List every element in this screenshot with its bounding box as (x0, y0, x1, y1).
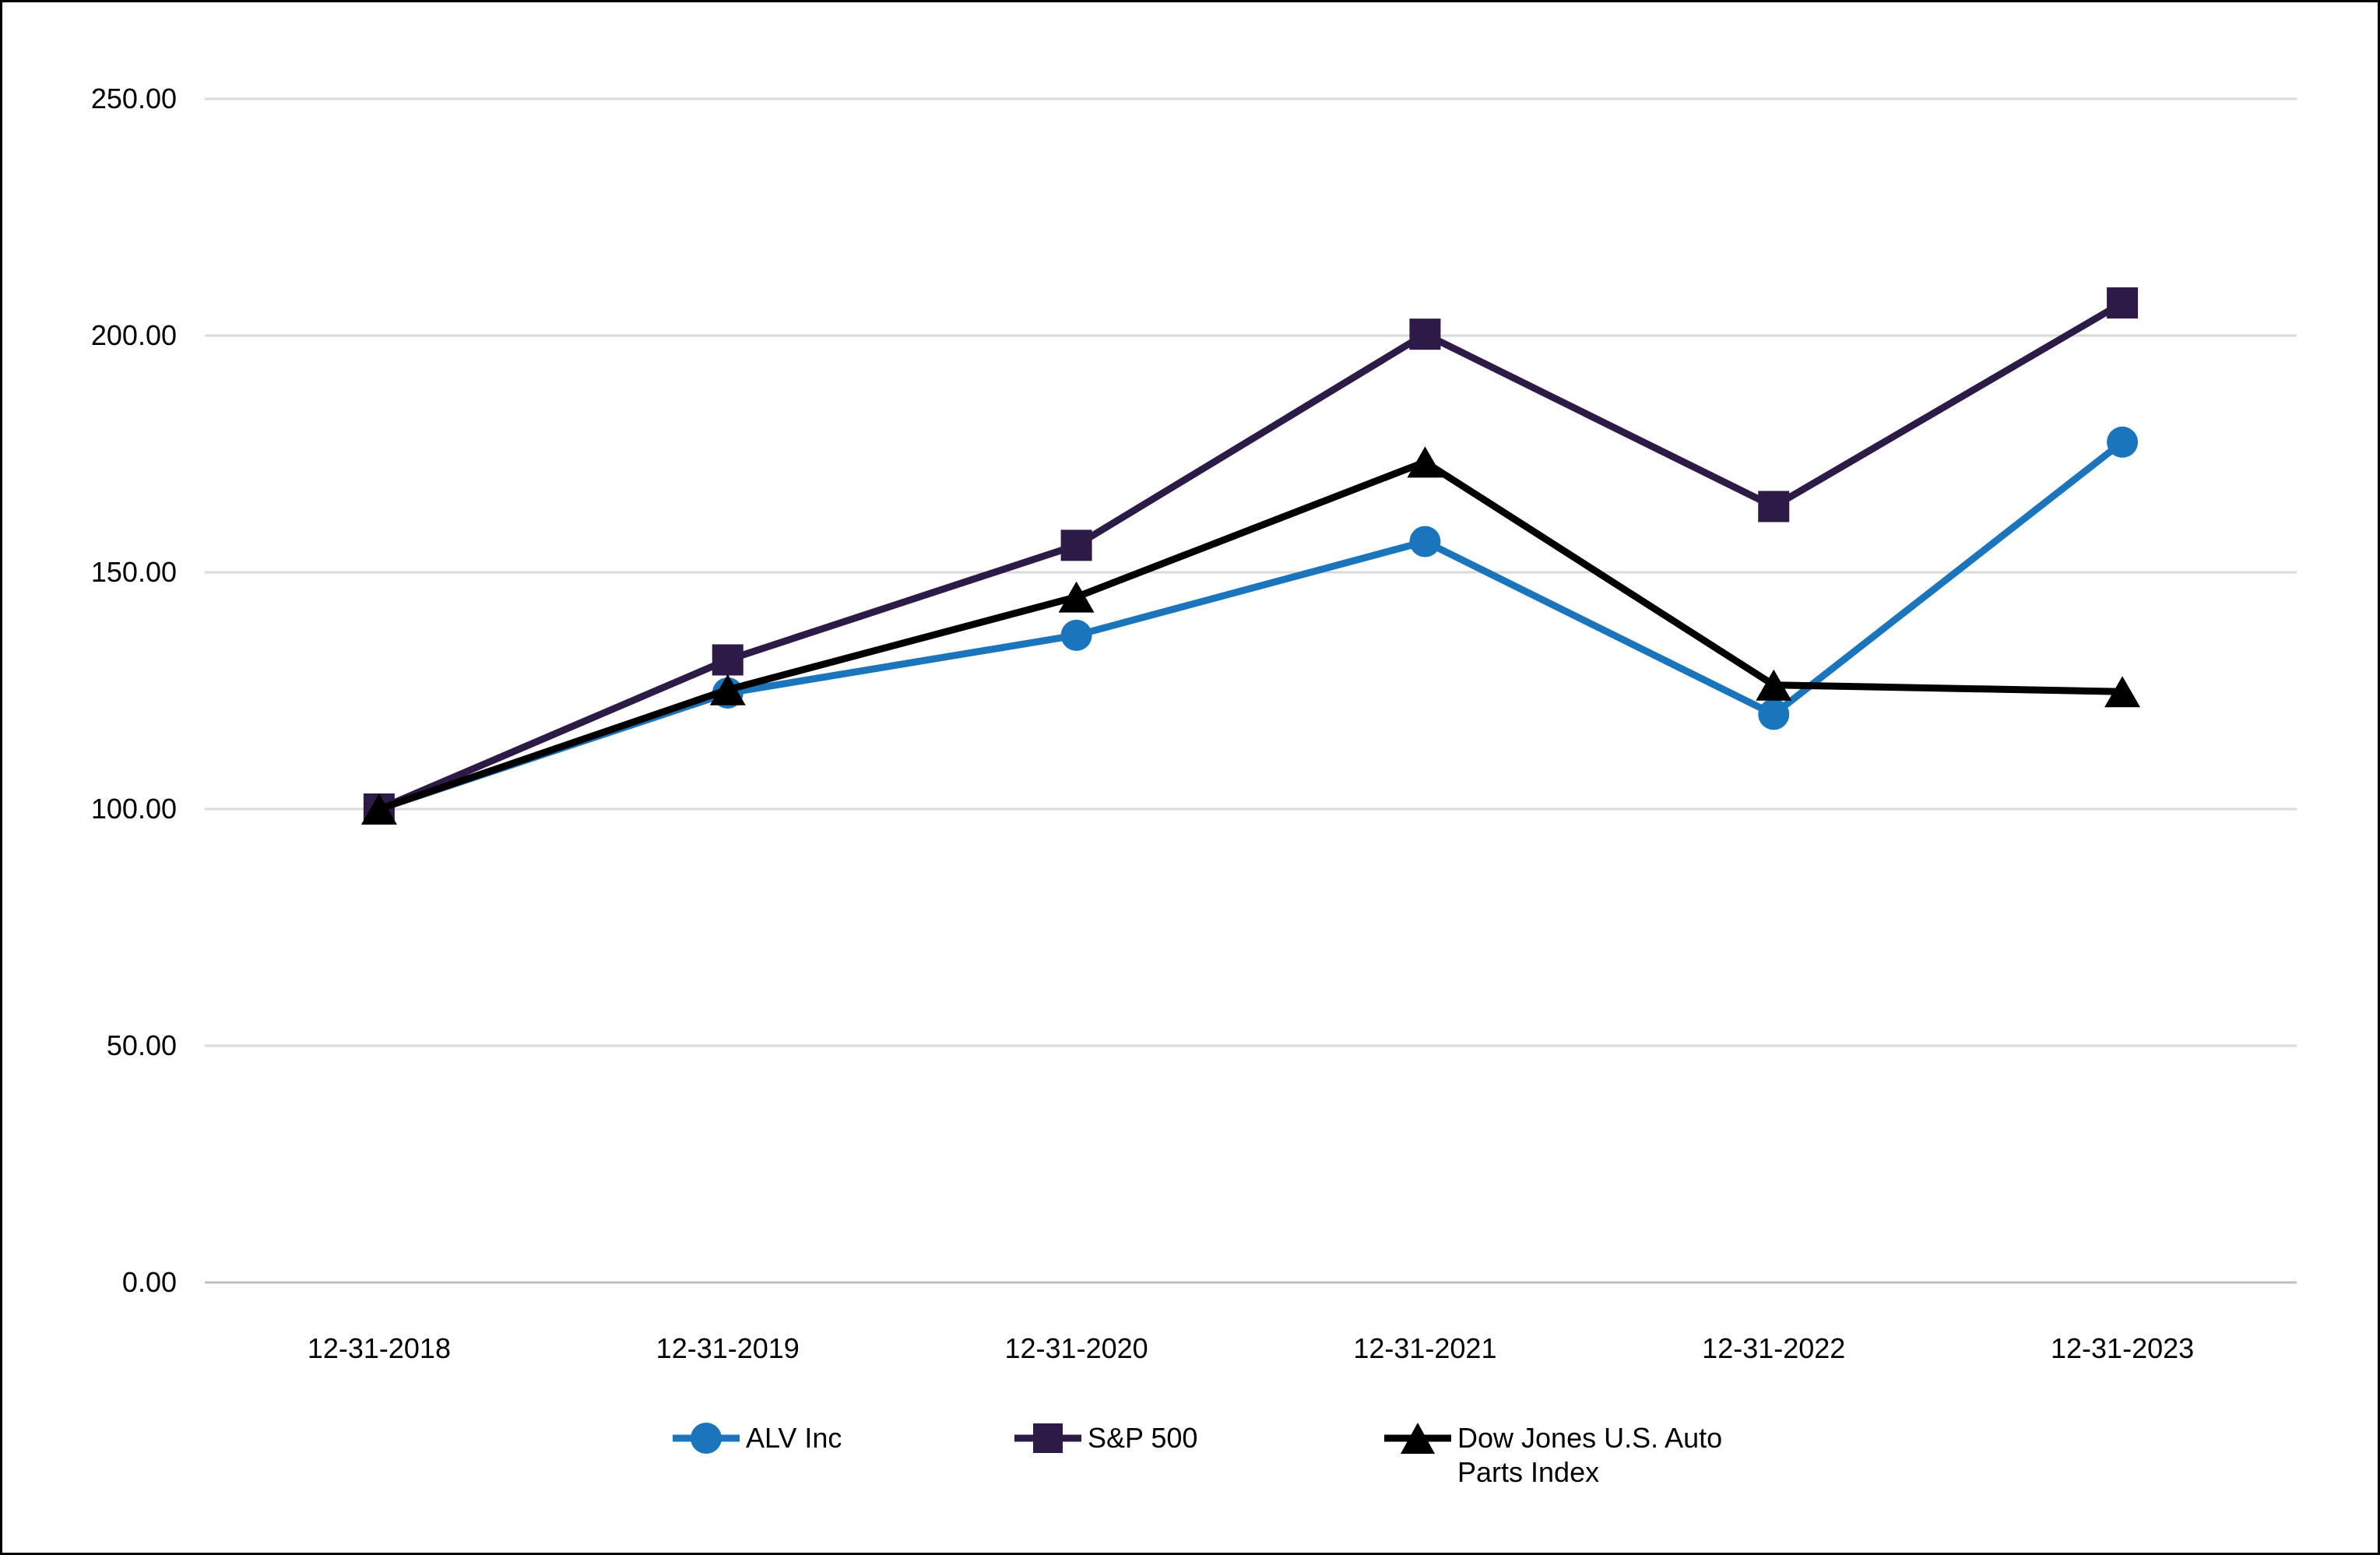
y-tick-label: 150.00 (91, 556, 177, 588)
y-tick-label: 50.00 (107, 1029, 177, 1061)
y-tick-label: 200.00 (91, 319, 177, 351)
square-marker-icon (1409, 318, 1441, 350)
square-marker-icon (2107, 287, 2139, 319)
square-marker-icon (1060, 529, 1092, 561)
legend-item-sp500: S&P 500 (1014, 1421, 1197, 1455)
square-marker-icon (1014, 1423, 1081, 1453)
triangle-marker-icon (1058, 581, 1095, 613)
triangle-marker-icon (1756, 669, 1792, 701)
x-tick-label: 12-31-2022 (1702, 1332, 1845, 1364)
circle-marker-icon (2107, 426, 2139, 458)
x-tick-label: 12-31-2020 (1005, 1332, 1148, 1364)
legend-label: ALV Inc (746, 1422, 842, 1454)
triangle-marker-icon (2104, 676, 2141, 708)
square-marker-icon (1758, 491, 1790, 522)
y-tick-label: 250.00 (91, 83, 177, 114)
triangle-marker-icon (709, 674, 746, 705)
y-tick-label: 100.00 (91, 793, 177, 825)
circle-marker-icon (1060, 619, 1092, 651)
legend-item-dow-jones-auto-parts: Dow Jones U.S. Auto Parts Index (1384, 1421, 1745, 1490)
x-tick-label: 12-31-2023 (2051, 1332, 2194, 1364)
series-line-s-p-500 (378, 300, 2125, 813)
x-tick-label: 12-31-2019 (656, 1332, 800, 1364)
circle-marker-icon (673, 1423, 740, 1454)
legend-item-alv-inc: ALV Inc (673, 1421, 842, 1455)
y-tick-label: 0.00 (122, 1266, 177, 1298)
square-marker-icon (712, 644, 744, 676)
circle-marker-icon (1409, 526, 1441, 558)
triangle-marker-icon (360, 793, 397, 825)
series-line-alv-inc (378, 439, 2125, 813)
triangle-marker-icon (1407, 446, 1443, 478)
x-tick-label: 12-31-2021 (1353, 1332, 1496, 1364)
legend-label: Dow Jones U.S. Auto Parts Index (1457, 1422, 1723, 1488)
series-line-dow-jones-u-s-auto-parts-index (378, 458, 2123, 813)
legend-label: S&P 500 (1088, 1422, 1198, 1454)
triangle-marker-icon (1384, 1423, 1451, 1454)
circle-marker-icon (1758, 698, 1790, 730)
x-tick-label: 12-31-2018 (308, 1332, 451, 1364)
